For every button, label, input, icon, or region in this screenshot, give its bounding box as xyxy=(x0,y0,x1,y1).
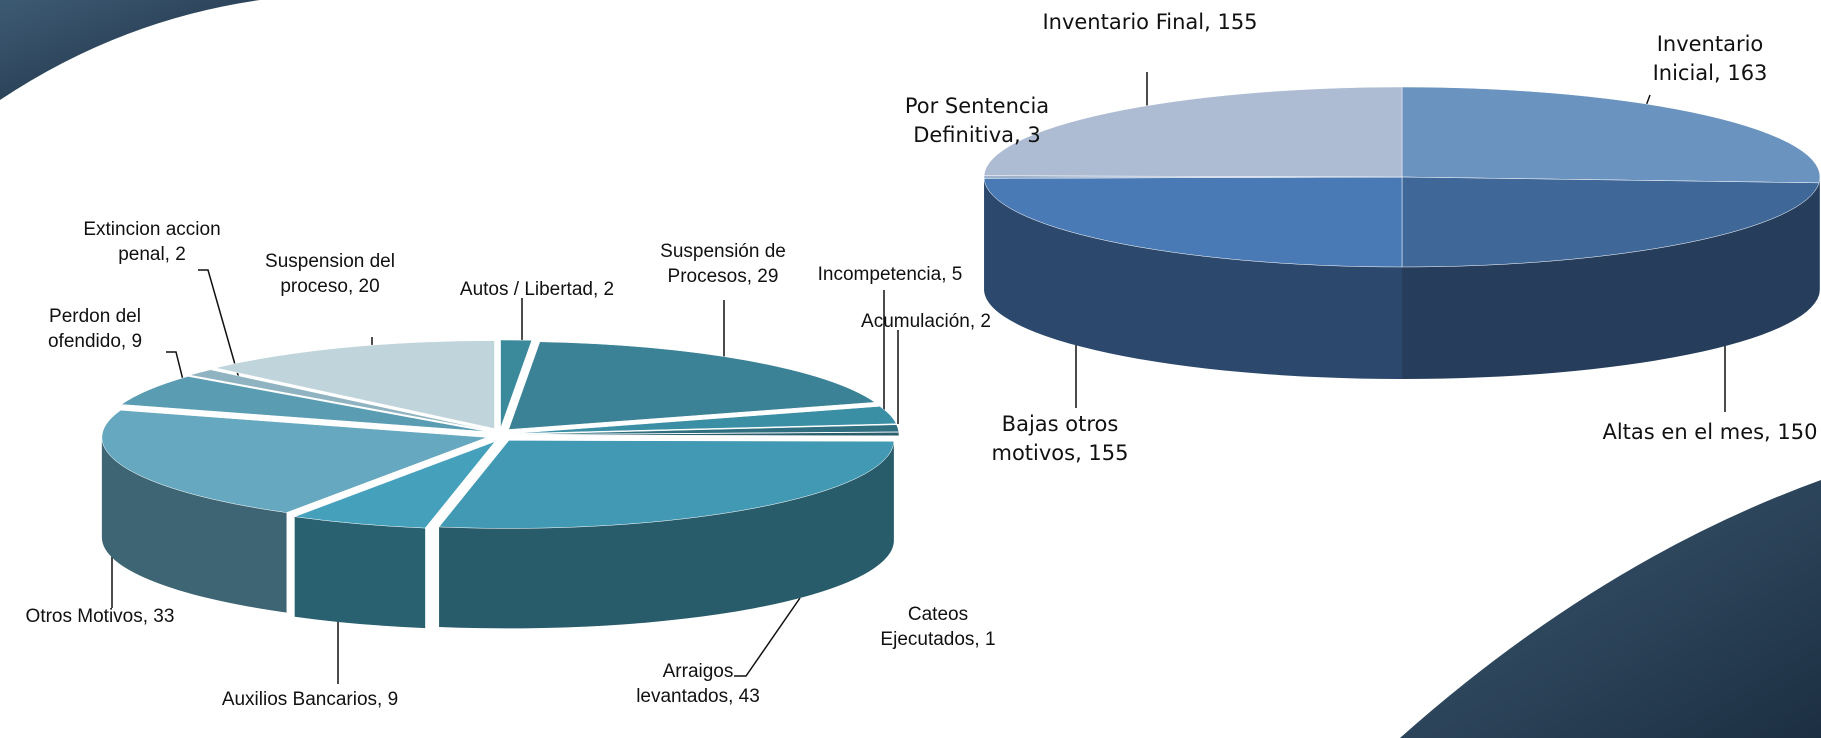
slice xyxy=(294,440,496,529)
data-label: Altas en el mes, 150 xyxy=(1602,420,1818,444)
data-label: Inventario Final, 155 xyxy=(1042,10,1258,34)
data-label: Extincion accion penal, 2 xyxy=(83,219,221,265)
data-label: Cateos Ejecutados, 1 xyxy=(880,604,996,650)
decor-swoosh xyxy=(0,0,260,100)
slice-side xyxy=(101,437,287,613)
pie xyxy=(101,339,900,629)
slice-side xyxy=(439,441,894,629)
slice xyxy=(513,424,900,435)
slice xyxy=(1401,86,1821,184)
slice xyxy=(508,341,876,430)
data-label: Por Sentencia Definitiva, 3 xyxy=(904,94,1050,148)
slice xyxy=(500,339,533,429)
data-label: Inventario Inicial, 163 xyxy=(1652,32,1768,86)
data-label: Incompetencia, 5 xyxy=(817,264,963,285)
slice-side xyxy=(1402,182,1820,379)
slice-side xyxy=(1819,177,1820,295)
data-label: Suspensión de Procesos, 29 xyxy=(660,241,786,287)
slice-side xyxy=(984,178,1402,379)
slice xyxy=(215,340,495,429)
slice xyxy=(983,176,1403,268)
slice xyxy=(438,440,895,529)
data-label: Arraigos levantados, 43 xyxy=(636,661,760,707)
data-label: Perdon del ofendido, 9 xyxy=(47,306,143,352)
slice xyxy=(189,369,490,431)
data-label: Suspension del proceso, 20 xyxy=(265,251,395,297)
slice xyxy=(101,409,487,513)
decor-swoosh xyxy=(1400,480,1821,738)
data-label: Auxilios Bancarios, 9 xyxy=(221,689,399,710)
slice xyxy=(1401,176,1820,268)
slice xyxy=(983,86,1403,178)
data-label: Acumulación, 2 xyxy=(861,311,991,332)
slice-side xyxy=(294,516,426,629)
slice xyxy=(120,376,488,432)
data-label: Otros Motivos, 33 xyxy=(25,606,175,627)
data-label: Bajas otros motivos, 155 xyxy=(991,412,1129,466)
slice xyxy=(513,406,897,434)
data-label: Autos / Libertad, 2 xyxy=(459,279,615,300)
pie xyxy=(983,86,1821,379)
slice xyxy=(513,432,900,437)
